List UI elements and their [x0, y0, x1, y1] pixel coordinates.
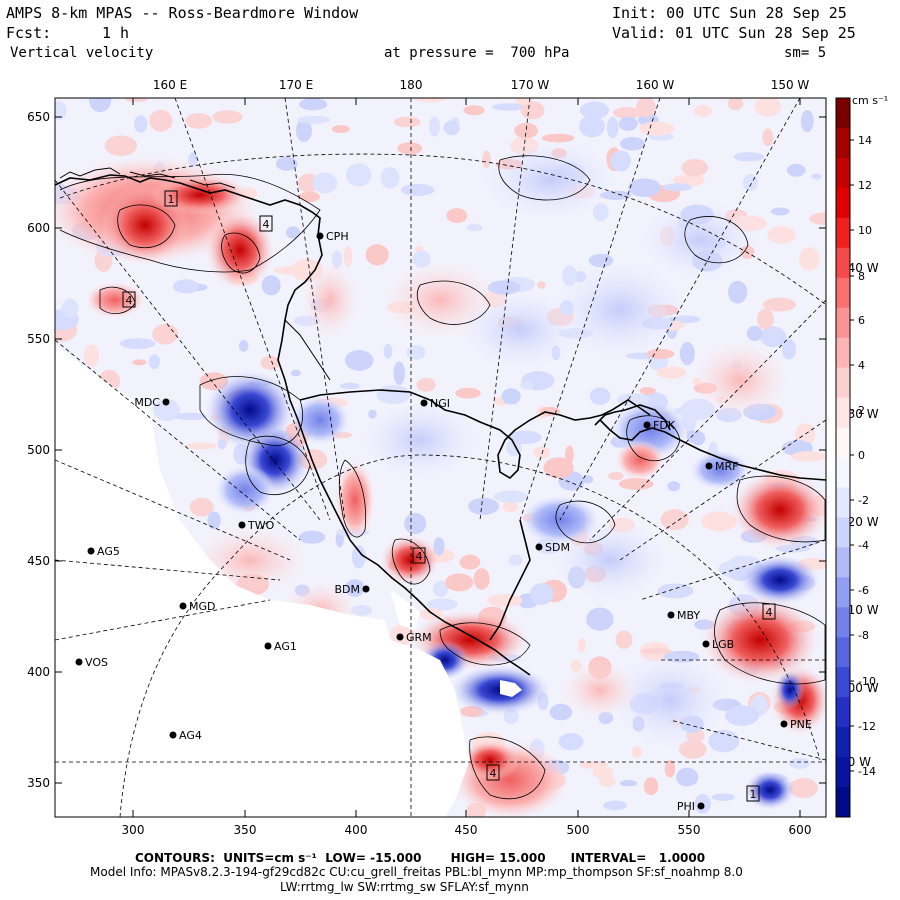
top-longitude-label: 150 W [771, 78, 810, 92]
colorbar-label: -4 [858, 539, 869, 552]
colorbar-swatch [836, 428, 850, 458]
colorbar-swatch [836, 98, 850, 128]
y-tick-label: 500 [27, 443, 50, 457]
svg-text:PNE: PNE [790, 718, 812, 731]
svg-text:TWO: TWO [247, 519, 275, 532]
map-canvas: 300 350 400 450 500 550 600 650 600 550 500 450 400… [0, 0, 900, 900]
model-info: Model Info: MPASv8.2.3-194-gf29cd82c CU:… [90, 865, 743, 879]
svg-text:4: 4 [766, 606, 773, 619]
svg-text:FDK: FDK [653, 419, 676, 432]
vertical-velocity-field [40, 89, 842, 820]
colorbar-swatch [836, 248, 850, 278]
contour-info: CONTOURS: UNITS=cm s⁻¹ LOW= -15.000 HIGH… [135, 851, 705, 865]
svg-text:PHI: PHI [677, 800, 695, 813]
colorbar-label: -14 [858, 765, 876, 778]
svg-text:BDM: BDM [334, 583, 360, 596]
longitude-labels-top: 160 E 170 E 180 170 W 160 W 150 W [153, 78, 810, 92]
colorbar-swatch [836, 487, 850, 517]
colorbar-swatch [836, 218, 850, 248]
colorbar-swatch [836, 547, 850, 577]
colorbar-swatch [836, 757, 850, 787]
svg-text:AG5: AG5 [97, 545, 120, 558]
y-tick-label: 400 [27, 665, 50, 679]
colorbar-swatch [836, 458, 850, 488]
colorbar-label: 14 [858, 134, 872, 147]
y-tick-label: 650 [27, 110, 50, 124]
svg-text:LGB: LGB [712, 638, 734, 651]
x-tick-label: 350 [234, 823, 257, 837]
x-tick-label: 450 [455, 823, 478, 837]
colorbar-label: -6 [858, 584, 869, 597]
x-tick-label: 500 [567, 823, 590, 837]
svg-text:AG4: AG4 [179, 729, 202, 742]
colorbar-swatch [836, 158, 850, 188]
svg-text:NGI: NGI [430, 397, 450, 410]
svg-text:MGD: MGD [189, 600, 216, 613]
svg-text:MDC: MDC [134, 396, 160, 409]
x-tick-label: 600 [789, 823, 812, 837]
colorbar-label: 12 [858, 179, 872, 192]
svg-text:GRM: GRM [406, 631, 432, 644]
top-longitude-label: 170 E [279, 78, 313, 92]
x-tick-label: 300 [122, 823, 145, 837]
colorbar-label: -10 [858, 675, 876, 688]
colorbar-label: 4 [858, 359, 865, 372]
colorbar-label: 2 [858, 404, 865, 417]
colorbar-swatch [836, 727, 850, 757]
x-tick-label: 550 [678, 823, 701, 837]
colorbar-swatch [836, 787, 850, 817]
top-longitude-label: 170 W [511, 78, 550, 92]
svg-text:AG1: AG1 [274, 640, 297, 653]
physics-info: LW:rrtmg_lw SW:rrtmg_sw SFLAY:sf_mynn [280, 880, 529, 894]
colorbar-swatch [836, 637, 850, 667]
colorbar-label: -8 [858, 629, 869, 642]
svg-text:4: 4 [126, 294, 133, 307]
x-tick-label: 400 [345, 823, 368, 837]
y-tick-label: 450 [27, 554, 50, 568]
colorbar-swatch [836, 188, 850, 218]
top-longitude-label: 180 [400, 78, 423, 92]
colorbar-label: -2 [858, 494, 869, 507]
colorbar-swatch [836, 577, 850, 607]
colorbar-swatch [836, 128, 850, 158]
top-longitude-label: 160 E [153, 78, 187, 92]
svg-text:MRF: MRF [715, 460, 738, 473]
colorbar-units: cm s⁻¹ [852, 94, 888, 107]
svg-text:4: 4 [263, 218, 270, 231]
colorbar-swatch [836, 667, 850, 697]
y-tick-label: 550 [27, 332, 50, 346]
colorbar-label: 6 [858, 314, 865, 327]
colorbar-swatch [836, 697, 850, 727]
y-tick-label: 350 [27, 776, 50, 790]
colorbar-swatch [836, 338, 850, 368]
colorbar-swatch [836, 398, 850, 428]
colorbar-swatch [836, 308, 850, 338]
svg-text:4: 4 [416, 550, 423, 563]
colorbar-swatch [836, 517, 850, 547]
svg-text:4: 4 [490, 767, 497, 780]
colorbar: cm s⁻¹ 14 12 10 8 6 4 2 0 -2 -4 -6 -8 -10 -12 -14 [836, 94, 888, 818]
colorbar-swatch [836, 607, 850, 637]
svg-text:MBY: MBY [677, 609, 700, 622]
colorbar-label: -12 [858, 720, 876, 733]
svg-text:SDM: SDM [545, 541, 570, 554]
y-tick-label: 600 [27, 221, 50, 235]
colorbar-label: 10 [858, 224, 872, 237]
colorbar-label: 8 [858, 270, 865, 283]
svg-text:1: 1 [168, 193, 175, 206]
colorbar-swatch [836, 278, 850, 308]
svg-text:1: 1 [750, 788, 757, 801]
top-longitude-label: 160 W [636, 78, 675, 92]
colorbar-label: 0 [858, 449, 865, 462]
svg-text:VOS: VOS [85, 656, 108, 669]
colorbar-swatch [836, 368, 850, 398]
svg-text:CPH: CPH [326, 230, 349, 243]
